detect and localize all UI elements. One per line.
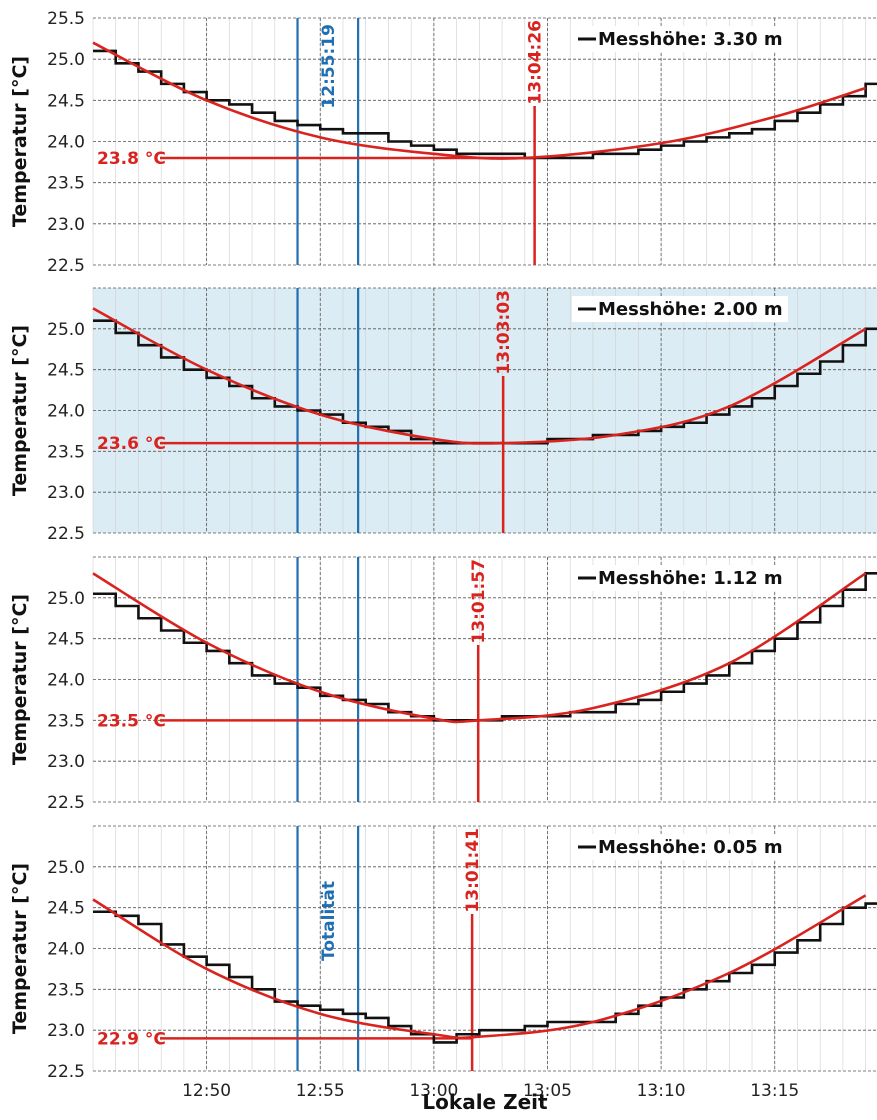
x-axis-label: Lokale Zeit <box>422 1090 548 1114</box>
y-tick-label: 23.0 <box>47 752 85 772</box>
y-tick-label: 25.0 <box>47 50 85 70</box>
y-tick-label: 24.5 <box>47 899 85 919</box>
y-tick-label: 24.5 <box>47 630 85 650</box>
fit-curve <box>92 572 867 724</box>
y-tick-label: 23.5 <box>47 174 85 194</box>
totality-text-label: Totalität <box>319 881 339 961</box>
y-tick-label: 23.0 <box>47 215 85 235</box>
x-tick-label: 13:05 <box>523 1081 572 1101</box>
y-axis-label: Temperatur [°C] <box>9 325 31 496</box>
y-tick-label: 22.5 <box>47 793 85 813</box>
x-tick-label: 13:10 <box>637 1081 686 1101</box>
y-tick-label: 24.0 <box>47 940 85 960</box>
y-tick-label: 23.5 <box>47 442 85 462</box>
min-temp-label: 23.8 °C <box>97 149 166 169</box>
y-tick-label: 23.0 <box>47 1021 85 1041</box>
panel-1: 22.5 23.0 23.5 24.0 24.5 25.0 25.5 Temperatur [… <box>9 9 877 276</box>
totality-time-label: 12:55:19 <box>319 24 339 109</box>
y-axis-label: Temperatur [°C] <box>9 594 31 765</box>
y-tick-label: 22.5 <box>47 256 85 276</box>
legend-box <box>572 26 788 52</box>
fit-curve <box>92 41 867 160</box>
legend-label: Messhöhe: 2.00 m <box>598 299 783 320</box>
y-tick-label: 24.0 <box>47 402 85 422</box>
x-tick-label: 13:00 <box>409 1081 458 1101</box>
measured-series <box>93 902 877 1044</box>
y-axis-label: Temperatur [°C] <box>9 56 31 227</box>
y-tick-label: 23.0 <box>47 483 85 503</box>
min-temp-label: 22.9 °C <box>97 1029 166 1049</box>
y-tick-label: 24.0 <box>47 671 85 691</box>
measured-series <box>93 49 877 160</box>
y-axis-label: Temperatur [°C] <box>9 863 31 1034</box>
legend-box <box>572 296 788 322</box>
panel-4: 22.5 23.0 23.5 24.0 24.5 25.0 Temperatur [°C] 2… <box>9 825 877 1101</box>
min-time-label: 13:04:26 <box>526 20 546 105</box>
legend-label: Messhöhe: 0.05 m <box>598 837 783 858</box>
min-time-label: 13:01:41 <box>463 828 483 913</box>
legend-box <box>572 565 788 591</box>
y-tick-label: 24.5 <box>47 361 85 381</box>
y-tick-label: 24.0 <box>47 133 85 153</box>
y-tick-label: 22.5 <box>47 1062 85 1082</box>
min-time-label: 13:03:03 <box>494 290 514 375</box>
min-temp-label: 23.5 °C <box>97 711 166 731</box>
x-tick-label: 12:50 <box>182 1081 231 1101</box>
legend-label: Messhöhe: 1.12 m <box>598 568 783 589</box>
y-tick-label: 23.5 <box>47 980 85 1000</box>
fit-curve <box>92 894 867 1040</box>
panel-3: 22.5 23.0 23.5 24.0 24.5 25.0 Temperatur [°C] 2… <box>9 556 877 813</box>
y-tick-label: 25.0 <box>47 858 85 878</box>
x-tick-label: 12:55 <box>296 1081 345 1101</box>
y-tick-label: 25.5 <box>47 9 85 29</box>
legend-label: Messhöhe: 3.30 m <box>598 29 783 50</box>
y-tick-label: 24.5 <box>47 91 85 111</box>
panel-2: 22.5 23.0 23.5 24.0 24.5 25.0 Temperatur [°C] 2… <box>9 287 877 544</box>
min-time-label: 13:01:57 <box>469 559 489 644</box>
y-tick-label: 23.5 <box>47 711 85 731</box>
x-tick-label: 13:15 <box>750 1081 799 1101</box>
y-tick-label: 25.0 <box>47 589 85 609</box>
min-temp-label: 23.6 °C <box>97 434 166 454</box>
y-tick-label: 22.5 <box>47 524 85 544</box>
y-tick-label: 25.0 <box>47 320 85 340</box>
fit-curve <box>92 307 867 445</box>
legend-box <box>572 834 788 860</box>
